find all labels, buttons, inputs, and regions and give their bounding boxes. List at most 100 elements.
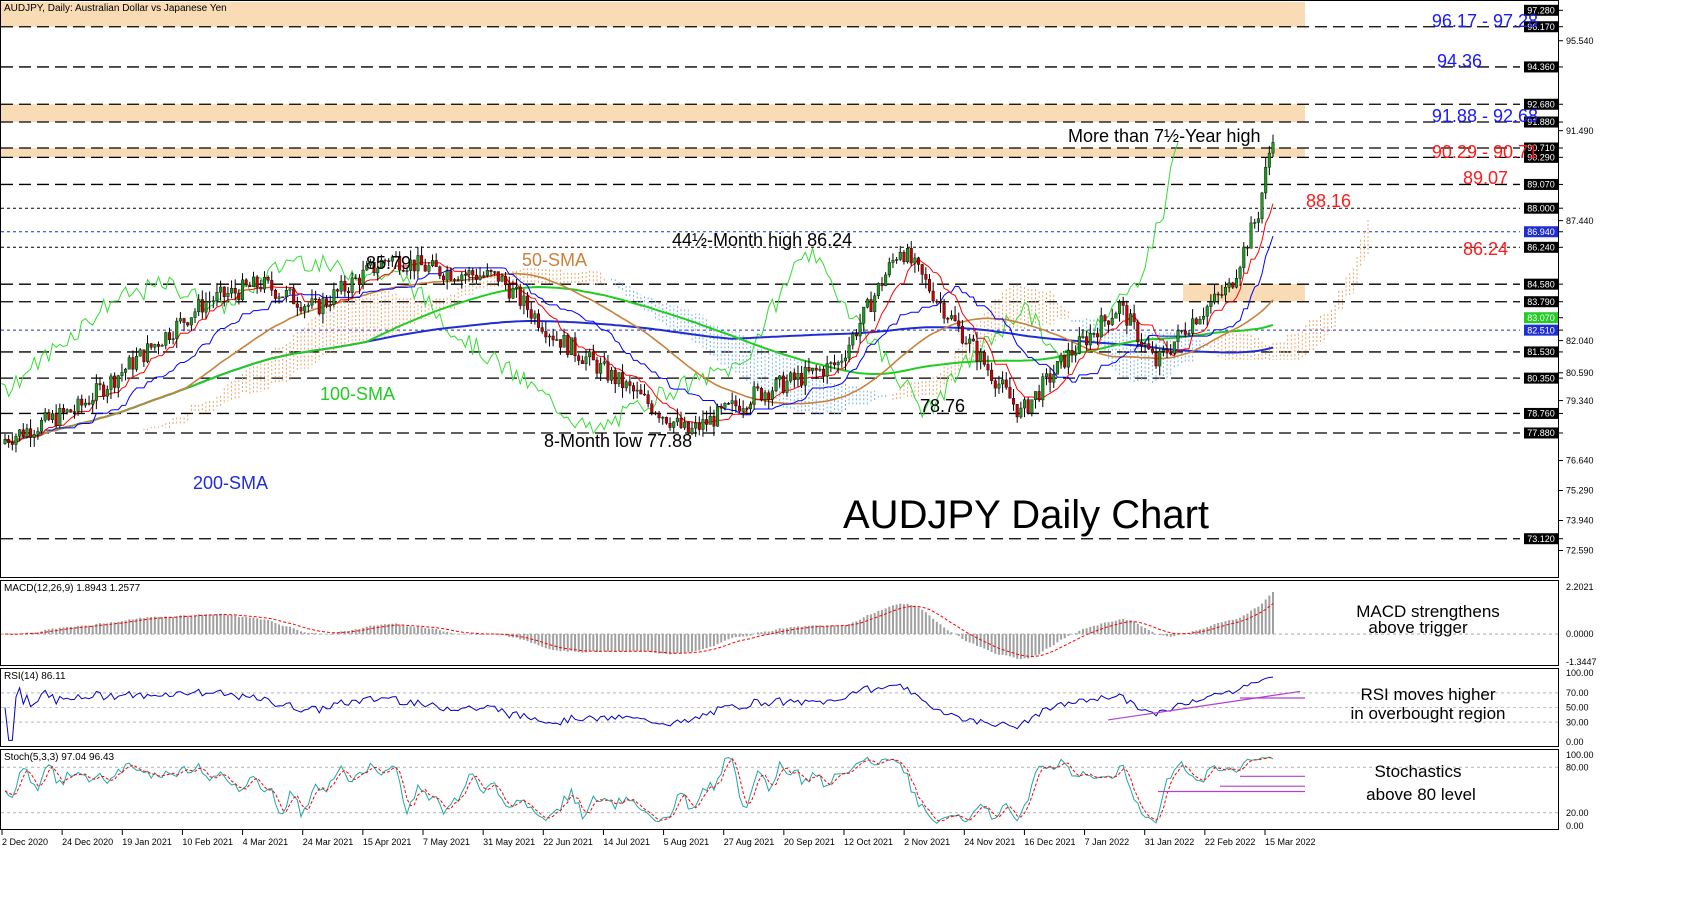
candle-body [149, 343, 153, 348]
candle-body [811, 367, 815, 372]
stoch-axis-label: 20.00 [1566, 808, 1589, 818]
price-tag-label: 92.680 [1527, 99, 1555, 109]
candle-body [138, 349, 142, 357]
candle-body [14, 436, 18, 445]
ichimoku-cloud [143, 219, 1369, 431]
candle-body [1169, 352, 1173, 355]
candle-body [456, 279, 460, 281]
price-tag-bg [1524, 116, 1558, 128]
candle-body [29, 428, 33, 438]
rsi-panel-frame [0, 668, 1559, 747]
candle-body [241, 279, 245, 300]
sma50-line [4, 272, 1274, 444]
low-label: 78.76 [920, 396, 965, 416]
rsi-axis-label: 70.00 [1566, 688, 1589, 698]
candle-body [43, 412, 47, 421]
candle-body [778, 375, 782, 380]
sma200-label: 200-SMA [193, 473, 268, 493]
candle-body [153, 344, 157, 348]
stoch-signal-line [4, 757, 1274, 822]
price-tag-label: 83.070 [1527, 313, 1555, 323]
price-tick-label: 80.590 [1566, 368, 1594, 378]
candle-body [1030, 399, 1034, 414]
candle-body [248, 284, 252, 287]
candle-body [1088, 333, 1092, 346]
macd-panel-frame [0, 580, 1559, 666]
candle-body [1103, 315, 1107, 322]
stoch-header: Stoch(5,3,3) 97.04 96.43 [4, 752, 115, 763]
candle-body [420, 255, 424, 266]
price-tag-label: 77.880 [1527, 428, 1555, 438]
macd-axis-label: 0.0000 [1566, 629, 1594, 639]
candle-body [1107, 320, 1111, 325]
candle-body [577, 355, 581, 361]
candle-body [814, 367, 818, 371]
candle-body [1001, 379, 1005, 385]
candle-body [197, 299, 201, 313]
candle-body [664, 417, 668, 424]
candle-body [650, 403, 654, 414]
candle-body [1070, 350, 1074, 356]
candle-body [47, 412, 51, 420]
candle-body [310, 298, 314, 306]
price-tag-bg [1524, 142, 1558, 154]
candle-body [284, 290, 288, 298]
candle-body [876, 283, 880, 297]
candle-body [1264, 166, 1268, 194]
candle-body [343, 280, 347, 292]
candle-body [1209, 301, 1213, 307]
candle-body [1245, 246, 1249, 249]
candle-body [317, 299, 321, 315]
candle-body [716, 406, 720, 427]
symbol-title: AUDJPY, Daily: Australian Dollar vs Japa… [4, 3, 227, 14]
candle-body [807, 367, 811, 372]
candle-body [1128, 313, 1132, 326]
candle-body [61, 408, 65, 413]
stoch-axis-label: 0.00 [1566, 821, 1584, 831]
candle-body [1074, 353, 1078, 356]
price-tag-label: 96.170 [1527, 22, 1555, 32]
month-high-label: 44½-Month high 86.24 [672, 230, 852, 250]
price-tick-label: 95.540 [1566, 36, 1594, 46]
candle-body [829, 362, 833, 364]
candle-body [909, 248, 913, 264]
candle-body [226, 293, 230, 297]
horizontal-levels [1, 26, 1520, 540]
candle-body [756, 386, 760, 389]
candle-body [584, 356, 588, 364]
indicator-lines [1, 142, 1274, 444]
price-tag-label: 81.530 [1527, 347, 1555, 357]
rsi-axis-label: 30.00 [1566, 717, 1589, 727]
candle-body [924, 274, 928, 280]
candle-body [935, 300, 939, 303]
price-tag-label: 90.290 [1527, 153, 1555, 163]
candle-body [767, 392, 771, 400]
price-tag-bg [1524, 21, 1558, 33]
candle-body [547, 335, 551, 338]
date-tick-label: 7 Jan 2022 [1085, 837, 1130, 847]
price-tag-bg [1524, 241, 1558, 253]
candle-body [873, 295, 877, 312]
candle-body [931, 290, 935, 302]
candle-body [478, 275, 482, 280]
candle-body [1180, 330, 1184, 332]
candle-body [482, 275, 486, 277]
candle-body [588, 351, 592, 358]
date-tick-label: 20 Sep 2021 [784, 837, 835, 847]
candle-body [1139, 341, 1143, 346]
candle-body [624, 381, 628, 389]
price-tick-label: 73.940 [1566, 516, 1594, 526]
candle-body [116, 375, 120, 388]
candle-body [237, 292, 241, 300]
candle-body [365, 265, 369, 271]
candle-body [467, 270, 471, 275]
candle-body [485, 270, 489, 276]
candle-body [1132, 313, 1136, 323]
price-tick-label: 87.440 [1566, 216, 1594, 226]
candle-body [957, 320, 961, 327]
date-tick-label: 22 Jun 2021 [543, 837, 593, 847]
date-tick-label: 27 Aug 2021 [724, 837, 775, 847]
date-tick-label: 24 Nov 2021 [964, 837, 1015, 847]
candle-body [131, 357, 135, 370]
price-tag-label: 73.120 [1527, 534, 1555, 544]
